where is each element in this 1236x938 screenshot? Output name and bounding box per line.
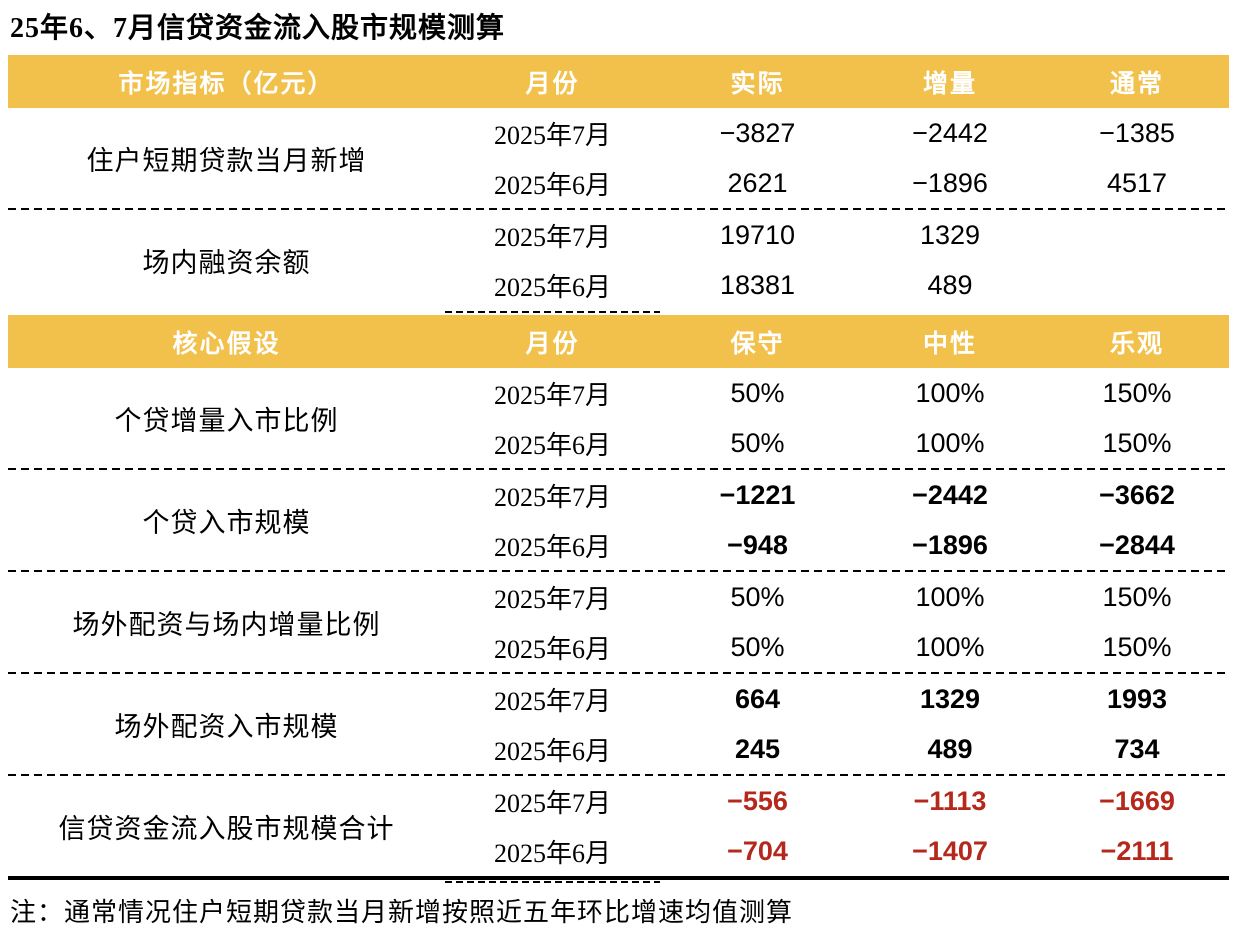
value-usual: 4517 [1106, 167, 1168, 198]
value-conservative: 50% [730, 631, 785, 662]
group-otc-allocation-ratio: 场外配资与场内增量比例 2025年7月 50% 100% 150% 2025年6… [8, 572, 1229, 672]
month-cell: 2025年7月 [493, 584, 611, 614]
dashed-divider [8, 672, 1229, 674]
month-cell: 2025年7月 [493, 788, 611, 818]
value-actual: −3827 [719, 117, 796, 148]
month-column-dash-artifact [445, 311, 660, 313]
table-bottom-rule [8, 876, 1229, 883]
value-neutral: −1407 [912, 835, 988, 866]
group-otc-allocation-entry-scale: 场外配资入市规模 2025年7月 664 1329 1993 2025年6月 2… [8, 674, 1229, 774]
value-neutral: 1329 [919, 683, 981, 714]
month-cell: 2025年6月 [493, 838, 611, 868]
header-month: 月份 [525, 330, 580, 358]
value-conservative: 50% [730, 581, 785, 612]
value-actual: 2621 [727, 167, 788, 198]
value-neutral: −2442 [912, 479, 988, 510]
month-cell: 2025年6月 [493, 532, 611, 562]
footnote: 注：通常情况住户短期贷款当月新增按照近五年环比增速均值测算 [10, 898, 794, 927]
value-usual: −1385 [1099, 117, 1175, 148]
month-cell: 2025年7月 [493, 482, 611, 512]
value-conservative: −704 [727, 835, 788, 866]
indicator-label: 信贷资金流入股市规模合计 [58, 813, 395, 844]
value-conservative: 50% [730, 427, 785, 458]
header-market-indicator: 市场指标（亿元） [118, 70, 335, 98]
value-conservative: −948 [727, 529, 788, 560]
month-cell: 2025年7月 [493, 120, 611, 150]
value-neutral: 100% [915, 377, 985, 408]
core-assumption-header-row: 核心假设 月份 保守 中性 乐观 [8, 315, 1229, 368]
header-conservative: 保守 [730, 330, 785, 358]
indicator-label: 个贷入市规模 [142, 507, 311, 538]
value-optimistic: 734 [1114, 733, 1160, 764]
page-title: 25年6、7月信贷资金流入股市规模测算 [10, 13, 506, 44]
value-actual: 18381 [719, 269, 796, 300]
header-actual: 实际 [730, 70, 785, 98]
value-optimistic: 1993 [1106, 683, 1168, 714]
value-increment: 489 [927, 269, 973, 300]
value-conservative: 50% [730, 377, 785, 408]
value-optimistic: 150% [1102, 377, 1172, 408]
indicator-label: 个贷增量入市比例 [114, 405, 339, 436]
value-conservative: −556 [727, 785, 788, 816]
header-usual: 通常 [1109, 70, 1164, 98]
value-optimistic: 150% [1102, 427, 1172, 458]
group-personal-loan-entry-scale: 个贷入市规模 2025年7月 −1221 −2442 −3662 2025年6月… [8, 470, 1229, 570]
value-optimistic: 150% [1102, 631, 1172, 662]
value-neutral: 489 [927, 733, 973, 764]
header-increment: 增量 [922, 70, 977, 98]
dashed-divider [8, 774, 1229, 776]
market-indicator-header-row: 市场指标（亿元） 月份 实际 增量 通常 [8, 55, 1229, 108]
value-optimistic: −3662 [1099, 479, 1175, 510]
month-column-dash-artifact [445, 881, 660, 883]
month-cell: 2025年6月 [493, 430, 611, 460]
group-household-short-term-loans: 住户短期贷款当月新增 2025年7月 −3827 −2442 −1385 202… [8, 108, 1229, 208]
month-cell: 2025年7月 [493, 686, 611, 716]
value-optimistic: 150% [1102, 581, 1172, 612]
month-cell: 2025年7月 [493, 222, 611, 252]
value-increment: −2442 [912, 117, 988, 148]
indicator-label: 场外配资入市规模 [114, 711, 339, 742]
value-neutral: −1113 [913, 785, 987, 816]
dashed-divider [8, 468, 1229, 470]
month-cell: 2025年6月 [493, 272, 611, 302]
value-optimistic: −2111 [1100, 835, 1174, 866]
section-gap [8, 310, 1229, 315]
month-cell: 2025年6月 [493, 170, 611, 200]
header-core-assumption: 核心假设 [172, 330, 281, 358]
value-conservative: −1221 [719, 479, 796, 510]
value-neutral: −1896 [912, 529, 988, 560]
dashed-divider [8, 208, 1229, 210]
group-total-credit-inflow: 信贷资金流入股市规模合计 2025年7月 −556 −1113 −1669 20… [8, 776, 1229, 876]
value-optimistic: −2844 [1099, 529, 1175, 560]
month-cell: 2025年6月 [493, 736, 611, 766]
credit-inflow-table: 市场指标（亿元） 月份 实际 增量 通常 住户短期贷款当月新增 2025年7月 … [8, 55, 1229, 883]
indicator-label: 住户短期贷款当月新增 [86, 145, 367, 176]
indicator-label: 场外配资与场内增量比例 [72, 609, 381, 640]
value-conservative: 664 [734, 683, 781, 714]
group-personal-loan-entry-ratio: 个贷增量入市比例 2025年7月 50% 100% 150% 2025年6月 5… [8, 368, 1229, 468]
header-neutral: 中性 [922, 330, 977, 358]
value-optimistic: −1669 [1099, 785, 1175, 816]
value-increment: −1896 [912, 167, 988, 198]
month-cell: 2025年6月 [493, 634, 611, 664]
month-cell: 2025年7月 [493, 380, 611, 410]
value-neutral: 100% [915, 427, 985, 458]
value-actual: 19710 [719, 219, 796, 250]
indicator-label: 场内融资余额 [142, 247, 311, 278]
value-conservative: 245 [734, 733, 781, 764]
header-optimistic: 乐观 [1109, 330, 1164, 358]
dashed-divider [8, 570, 1229, 572]
group-margin-financing-balance: 场内融资余额 2025年7月 19710 1329 2025年6月 18381 … [8, 210, 1229, 310]
value-neutral: 100% [915, 631, 985, 662]
header-month: 月份 [525, 70, 580, 98]
value-increment: 1329 [919, 219, 981, 250]
value-neutral: 100% [915, 581, 985, 612]
